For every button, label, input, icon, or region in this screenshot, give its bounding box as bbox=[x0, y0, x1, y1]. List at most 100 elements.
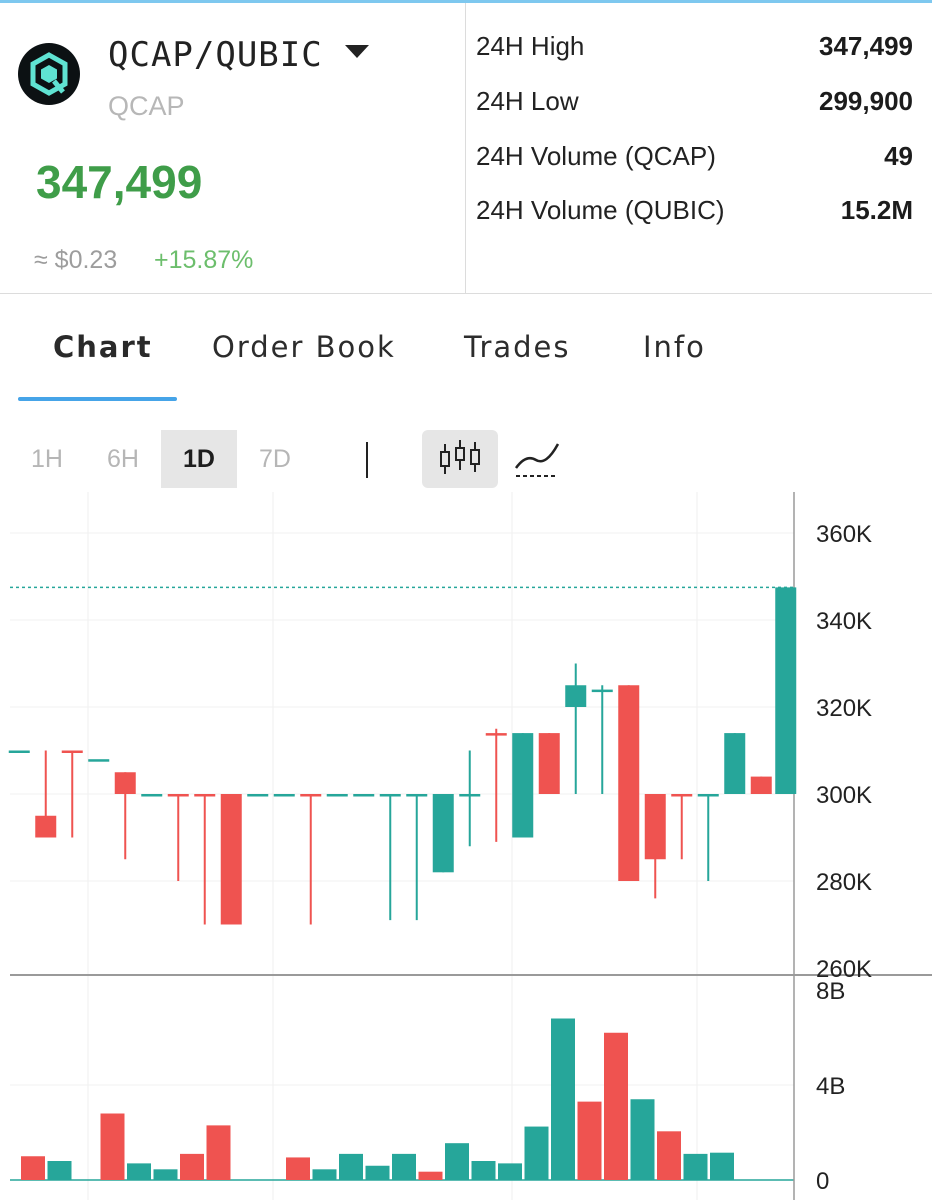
candle-body bbox=[697, 794, 719, 797]
price-tick-label: 300K bbox=[816, 782, 872, 809]
candle-body bbox=[220, 794, 242, 925]
interval-7d[interactable]: 7D bbox=[259, 445, 291, 473]
base-asset-label: QCAP bbox=[108, 91, 185, 121]
caret-down-icon[interactable] bbox=[345, 45, 369, 59]
volume-bar bbox=[498, 1163, 522, 1180]
interval-toolbar: 1H 6H 1D 7D bbox=[0, 430, 932, 490]
volume-bar bbox=[657, 1131, 681, 1180]
price-tick-label: 280K bbox=[816, 869, 872, 896]
tab-chart[interactable]: Chart bbox=[53, 330, 153, 364]
active-tab-indicator bbox=[18, 397, 177, 401]
volume-bar bbox=[365, 1165, 390, 1180]
volume-bar bbox=[445, 1143, 469, 1180]
candle-body bbox=[8, 750, 30, 753]
volume-bar bbox=[471, 1161, 496, 1180]
chart-grid bbox=[87, 492, 698, 1200]
candle-body bbox=[88, 759, 110, 762]
candle-body bbox=[432, 794, 454, 873]
stat-24h-volume-qubic: 24H Volume (QUBIC) 15.2M bbox=[476, 195, 913, 235]
candle-body bbox=[512, 733, 534, 838]
candle-body bbox=[618, 685, 640, 881]
stat-value: 347,499 bbox=[819, 31, 913, 61]
candle-body bbox=[114, 772, 136, 794]
volume-bar bbox=[524, 1126, 549, 1180]
toolbar-separator bbox=[366, 442, 368, 478]
candle-body bbox=[141, 794, 163, 797]
stat-label: 24H Low bbox=[476, 86, 579, 116]
qcap-logo-icon bbox=[18, 43, 80, 105]
volume-bar bbox=[418, 1171, 443, 1180]
last-price: 347,499 bbox=[36, 156, 203, 208]
candle-body bbox=[459, 794, 481, 797]
volume-bar bbox=[604, 1032, 628, 1180]
volume-bar bbox=[710, 1152, 734, 1180]
stat-value: 15.2M bbox=[840, 195, 913, 225]
line-chart-button[interactable] bbox=[500, 430, 576, 488]
candlestick-chart-button[interactable] bbox=[422, 430, 498, 488]
candle-body bbox=[591, 689, 613, 693]
volume-bar bbox=[47, 1161, 72, 1180]
volume-bar bbox=[630, 1099, 655, 1180]
volume-bar bbox=[180, 1153, 204, 1180]
price-tick-label: 260K bbox=[816, 956, 872, 983]
candle-body bbox=[671, 794, 693, 797]
price-tick-label: 360K bbox=[816, 521, 872, 548]
candle-body bbox=[247, 794, 269, 797]
volume-bar bbox=[206, 1125, 231, 1180]
volume-bar bbox=[286, 1157, 310, 1180]
volume-bar bbox=[127, 1163, 151, 1180]
volume-bar bbox=[153, 1169, 178, 1180]
volume-bar bbox=[577, 1101, 602, 1180]
stat-label: 24H Volume (QCAP) bbox=[476, 141, 716, 171]
candlestick-chart-icon bbox=[440, 440, 480, 474]
volume-tick-label: 4B bbox=[816, 1073, 845, 1100]
candle-body bbox=[194, 794, 216, 797]
volume-bar bbox=[339, 1153, 363, 1180]
tab-bar: Chart Order Book Trades Info bbox=[0, 294, 932, 404]
interval-6h[interactable]: 6H bbox=[107, 445, 139, 473]
volume-bar bbox=[683, 1153, 708, 1180]
candles bbox=[8, 587, 797, 925]
candle-body bbox=[300, 794, 322, 797]
tab-info[interactable]: Info bbox=[643, 330, 706, 364]
volume-bar bbox=[392, 1153, 416, 1180]
stat-label: 24H High bbox=[476, 31, 585, 61]
volume-bar bbox=[551, 1018, 575, 1180]
candle-body bbox=[724, 733, 746, 794]
price-change-percent: +15.87% bbox=[154, 246, 254, 274]
candle-body bbox=[406, 794, 428, 797]
volume-bar bbox=[21, 1156, 45, 1180]
stat-24h-high: 24H High 347,499 bbox=[476, 31, 913, 71]
line-chart-icon bbox=[514, 443, 560, 477]
pair-selector[interactable]: QCAP/QUBIC bbox=[108, 35, 323, 75]
candle-body bbox=[750, 776, 772, 794]
volume-tick-label: 0 bbox=[816, 1168, 829, 1195]
tab-order-book[interactable]: Order Book bbox=[212, 330, 396, 364]
market-header: QCAP/QUBIC QCAP 347,499 ≈ $0.23 +15.87% … bbox=[0, 3, 932, 294]
price-axis-labels: 360K 340K 320K 300K 280K 260K bbox=[816, 521, 872, 983]
interval-1h[interactable]: 1H bbox=[31, 445, 63, 473]
stat-label: 24H Volume (QUBIC) bbox=[476, 195, 725, 225]
price-tick-label: 340K bbox=[816, 608, 872, 635]
candle-body bbox=[565, 685, 587, 707]
stat-value: 299,900 bbox=[819, 86, 913, 116]
volume-bar bbox=[100, 1113, 125, 1180]
candle-body bbox=[379, 794, 401, 797]
volume-axis-labels: 8B 4B 0 bbox=[816, 978, 845, 1195]
volume-bars bbox=[21, 1018, 734, 1180]
volume-bar bbox=[312, 1169, 337, 1180]
candle-body bbox=[273, 794, 295, 797]
stat-value: 49 bbox=[884, 141, 913, 171]
candle-body bbox=[644, 794, 666, 860]
candle-body bbox=[167, 794, 189, 797]
interval-1d[interactable]: 1D bbox=[161, 430, 237, 488]
candle-body bbox=[353, 794, 375, 797]
price-grid bbox=[10, 532, 794, 882]
tab-trades[interactable]: Trades bbox=[464, 330, 571, 364]
header-divider bbox=[465, 3, 466, 293]
usd-price: ≈ $0.23 bbox=[34, 246, 118, 274]
candle-body bbox=[538, 733, 560, 794]
volume-tick-label: 8B bbox=[816, 978, 845, 1005]
candle-body bbox=[775, 587, 797, 794]
